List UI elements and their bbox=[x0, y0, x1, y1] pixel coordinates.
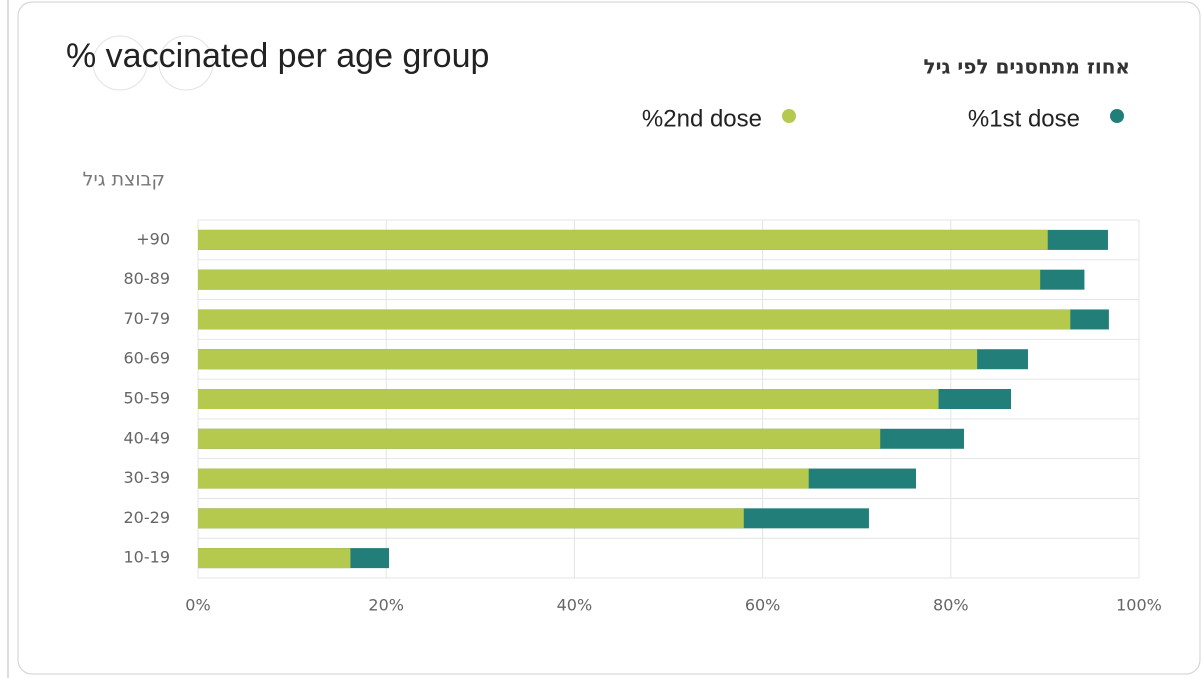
chart-title: % vaccinated per age group bbox=[66, 37, 489, 75]
y-tick-label: 40-49 bbox=[124, 428, 171, 447]
y-tick-label: 60-69 bbox=[124, 349, 171, 368]
y-tick-label: 20-29 bbox=[124, 508, 171, 527]
x-tick-label: 0% bbox=[185, 596, 210, 615]
bar bbox=[198, 468, 809, 489]
bar bbox=[198, 309, 1071, 330]
x-tick-label: 100% bbox=[1116, 596, 1162, 615]
legend-label: %1st dose bbox=[968, 105, 1080, 132]
bar bbox=[198, 389, 939, 409]
x-tick-label: 80% bbox=[933, 596, 969, 615]
bar bbox=[198, 428, 881, 449]
y-tick-label: 70-79 bbox=[124, 309, 171, 328]
y-tick-label: 30-39 bbox=[124, 468, 171, 487]
y-axis-label: קבוצת גיל bbox=[83, 169, 165, 191]
chart-subtitle: אחוז מתחסנים לפי גיל bbox=[924, 55, 1130, 79]
icon-download[interactable] bbox=[92, 35, 148, 91]
x-tick-label: 40% bbox=[557, 596, 593, 615]
y-tick-label: +90 bbox=[136, 229, 170, 248]
legend-marker bbox=[782, 109, 796, 123]
x-tick-label: 60% bbox=[745, 596, 781, 615]
bar bbox=[198, 229, 1048, 250]
y-tick-label: 50-59 bbox=[124, 389, 171, 408]
legend-marker bbox=[1110, 109, 1124, 123]
bar bbox=[198, 269, 1041, 290]
y-tick-label: 80-89 bbox=[124, 269, 171, 288]
bar bbox=[198, 548, 351, 569]
legend-label: %2nd dose bbox=[642, 105, 762, 132]
bar bbox=[198, 349, 978, 370]
bar bbox=[198, 508, 744, 529]
x-tick-label: 20% bbox=[368, 596, 404, 615]
card bbox=[17, 1, 1201, 675]
icon-share[interactable] bbox=[158, 35, 214, 91]
y-tick-label: 10-19 bbox=[124, 548, 171, 567]
